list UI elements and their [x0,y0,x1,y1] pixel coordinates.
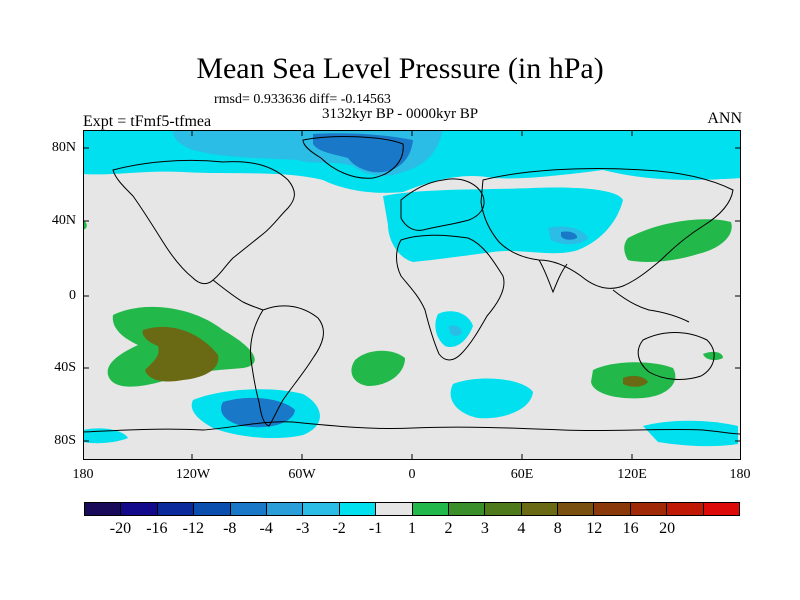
colorbar-label: 12 [586,520,603,537]
coastline-central-america [212,279,264,311]
colorbar [84,502,740,516]
coastline-australia [637,332,715,380]
colorbar-swatch [703,503,740,515]
colorbar-label: -12 [182,520,204,537]
colorbar-label: -16 [146,520,168,537]
colorbar-swatch [558,503,595,515]
experiment-label: Expt = tFmf5-tfmea [83,113,212,130]
map-frame [83,130,741,460]
colorbar-swatch [85,503,122,515]
positive-anomaly-tasman [703,351,723,361]
coastline-europe [400,178,485,231]
colorbar-swatch [412,503,449,515]
colorbar-swatch [485,503,522,515]
colorbar-swatch [448,503,486,515]
colorbar-label: -4 [259,520,273,537]
pressure-anomaly-map [83,130,741,460]
lon-label-180e: 180 [729,467,751,482]
negative-anomaly-southern-indian [450,378,533,419]
lon-label-60w: 60W [288,467,316,482]
positive-anomaly-north-pacific [624,219,732,262]
positive-anomaly-south-pacific-core [142,326,219,382]
coastline-india [538,259,568,294]
lon-label-0: 0 [408,467,416,482]
colorbar-swatch [194,503,231,515]
coastline-greenland [302,136,404,179]
coastline-south-america [250,305,324,427]
negative-anomaly-ross-sea [83,428,128,444]
colorbar-swatch [266,503,304,515]
colorbar-label: -3 [295,520,310,537]
negative-anomaly-antarctic-coast [643,420,738,447]
colorbar-swatch [230,503,267,515]
negative-anomaly-greenland-core [313,133,413,173]
lat-label-80s: 80S [54,433,76,448]
colorbar-label: 20 [659,520,676,537]
coastlines [83,136,741,435]
colorbar-swatch [303,503,340,515]
negative-anomaly-southern-africa-core [449,325,462,336]
lon-label-120e: 120E [617,467,647,482]
coastline-southeast-asia [612,289,690,323]
stats-text: rmsd= 0.933636 diff= -0.14563 [214,92,391,107]
negative-anomaly-tibet-core [561,231,578,240]
colorbar-swatch [594,503,631,515]
lon-label-60e: 60E [510,467,534,482]
coastline-africa [396,234,505,361]
colorbar-swatch [121,503,158,515]
lat-label-40s: 40S [54,360,76,375]
lat-label-40n: 40N [51,213,76,228]
colorbar-label: 4 [517,520,526,537]
lat-label-0: 0 [69,288,76,303]
positive-anomaly-south-atlantic [351,350,405,386]
positive-anomaly-indian-ocean-core [623,375,648,387]
coastline-north-america [112,159,295,285]
colorbar-swatch [339,503,377,515]
colorbar-swatch [376,503,413,515]
colorbar-label: -20 [109,520,132,537]
colorbar-label: -2 [332,520,346,537]
colorbar-label: 16 [622,520,639,537]
lon-label-120w: 120W [175,467,211,482]
coastline-antarctica [83,421,741,435]
map-title: Mean Sea Level Pressure (in hPa) [196,52,604,85]
period-text: 3132kyr BP - 0000kyr BP [322,106,479,122]
lon-label-180w: 180 [72,467,94,482]
colorbar-label: 2 [444,520,453,537]
negative-anomaly-drake-passage [221,397,295,428]
colorbar-swatch [667,503,704,515]
colorbar-label: 1 [408,520,416,537]
season-label: ANN [707,110,742,127]
colorbar-swatch [157,503,195,515]
coastline-asia [480,167,734,289]
colorbar-label: -8 [223,520,237,537]
colorbar-label: -1 [368,520,383,537]
lat-label-80n: 80N [51,140,76,155]
colorbar-label: 8 [553,520,562,537]
colorbar-swatch [521,503,559,515]
colorbar-swatch [630,503,668,515]
colorbar-label: 3 [480,520,489,537]
